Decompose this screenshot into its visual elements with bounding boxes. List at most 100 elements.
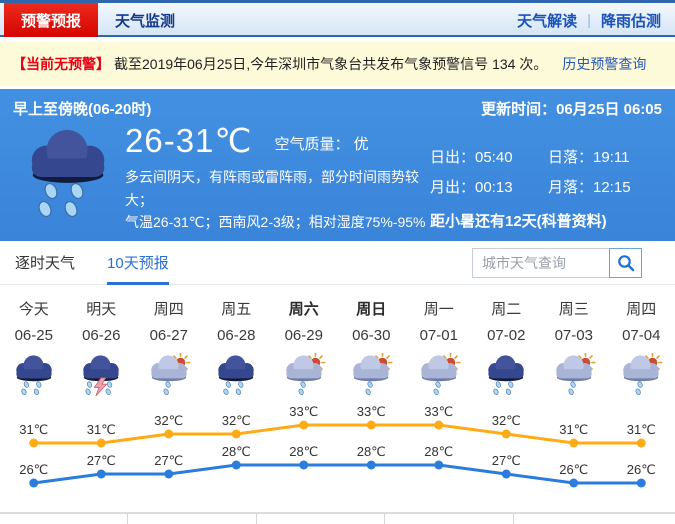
sunset-time: 日落：19:11 — [548, 146, 629, 167]
forecast-date: 07-01 — [405, 327, 473, 344]
svg-text:27℃: 27℃ — [87, 453, 116, 468]
alert-bar: 【当前无预警】 截至2019年06月25日,今年深圳市气象台共发布气象预警信号 … — [0, 42, 675, 86]
forecast-icon-box — [405, 353, 473, 403]
svg-text:31℃: 31℃ — [19, 422, 48, 437]
sun-rain-weather-icon — [281, 353, 327, 397]
svg-text:28℃: 28℃ — [424, 444, 453, 459]
forecast-weekday: 周一 — [405, 298, 473, 319]
forecast-icon-box — [68, 353, 136, 403]
forecast-day-column[interactable]: 今天 06-25 — [0, 298, 68, 403]
nav-tab-weather-monitor[interactable]: 天气监测 — [98, 3, 192, 37]
svg-text:33℃: 33℃ — [424, 404, 453, 419]
svg-text:32℃: 32℃ — [222, 413, 251, 428]
temperature-range: 26-31℃ — [125, 123, 252, 159]
sun-rain-weather-icon — [348, 353, 394, 397]
nav-links-divider: | — [587, 12, 591, 29]
forecast-date: 06-28 — [203, 327, 271, 344]
current-weather-panel: 早上至傍晚(06-20时) 更新时间：06月25日 06:05 26-31℃ 空… — [0, 89, 675, 241]
forecast-icon-box — [540, 353, 608, 403]
forecast-day-column[interactable]: 周三 07-03 — [540, 298, 608, 403]
forecast-weekday: 今天 — [0, 298, 68, 319]
forecast-date: 06-25 — [0, 327, 68, 344]
rain-weather-icon — [11, 353, 57, 397]
forecast-weekday: 周四 — [135, 298, 203, 319]
link-rain-estimate[interactable]: 降雨估测 — [601, 10, 661, 31]
nav-right-links: 天气解读 | 降雨估测 — [517, 3, 675, 37]
forecast-day-column[interactable]: 周二 07-02 — [473, 298, 541, 403]
forecast-date: 06-26 — [68, 327, 136, 344]
alert-text: 截至2019年06月25日,今年深圳市气象台共发布气象预警信号 134 次。 — [114, 54, 547, 74]
next-table-top-edge — [0, 512, 675, 522]
forecast-day-column[interactable]: 周六 06-29 — [270, 298, 338, 403]
solar-term-countdown[interactable]: 距小暑还有12天(科普资料) — [430, 210, 662, 231]
forecast-weekday: 明天 — [68, 298, 136, 319]
temperature-trend-chart: 31℃ 31℃ 32℃ 32℃ 33℃ 33℃ 33℃ 32℃ 31℃ 31℃ 26℃ 27℃ 27℃ 2… — [0, 403, 675, 495]
svg-text:33℃: 33℃ — [357, 404, 386, 419]
rain-weather-icon — [213, 353, 259, 397]
search-button[interactable] — [609, 248, 642, 278]
ten-day-forecast: 今天 06-25 明天 06-26 周四 06-27 周五 06-28 周六 0… — [0, 285, 675, 500]
svg-text:31℃: 31℃ — [627, 422, 656, 437]
forecast-icon-box — [135, 353, 203, 403]
air-quality: 空气质量： 优 — [274, 133, 368, 159]
forecast-day-column[interactable]: 明天 06-26 — [68, 298, 136, 403]
table-column-divider — [384, 514, 385, 524]
city-search-input[interactable] — [472, 248, 610, 278]
forecast-day-column[interactable]: 周四 07-04 — [608, 298, 675, 403]
svg-text:33℃: 33℃ — [289, 404, 318, 419]
svg-text:32℃: 32℃ — [154, 413, 183, 428]
panel-header: 早上至傍晚(06-20时) 更新时间：06月25日 06:05 — [13, 98, 662, 119]
tab-10day-forecast[interactable]: 10天预报 — [107, 241, 169, 285]
svg-text:28℃: 28℃ — [222, 444, 251, 459]
forecast-weekday: 周日 — [338, 298, 406, 319]
rain-weather-icon — [483, 353, 529, 397]
forecast-weekday: 周二 — [473, 298, 541, 319]
svg-text:31℃: 31℃ — [559, 422, 588, 437]
alert-status-badge: 【当前无预警】 — [12, 54, 110, 74]
thunder-rain-weather-icon — [78, 353, 124, 397]
tab-hourly-weather[interactable]: 逐时天气 — [15, 241, 75, 285]
panel-middle: 26-31℃ 空气质量： 优 多云间阴天，有阵雨或雷阵雨，部分时间雨势较大； 气… — [125, 121, 430, 233]
moonrise-time: 月出：00:13 — [430, 176, 548, 197]
sun-rain-weather-icon — [618, 353, 664, 397]
weather-description-line1: 多云间阴天，有阵雨或雷阵雨，部分时间雨势较大； — [125, 166, 430, 211]
forecast-date: 06-27 — [135, 327, 203, 344]
top-navbar: 预警预报 天气监测 天气解读 | 降雨估测 — [0, 0, 675, 37]
forecast-icon-box — [270, 353, 338, 403]
svg-text:28℃: 28℃ — [357, 444, 386, 459]
update-time: 更新时间：06月25日 06:05 — [481, 98, 662, 119]
svg-text:26℃: 26℃ — [627, 462, 656, 477]
table-column-divider — [513, 514, 514, 524]
forecast-weekday: 周三 — [540, 298, 608, 319]
weather-description: 多云间阴天，有阵雨或雷阵雨，部分时间雨势较大； 气温26-31℃；西南风2-3级… — [125, 166, 430, 233]
svg-text:27℃: 27℃ — [154, 453, 183, 468]
forecast-weekday: 周四 — [608, 298, 675, 319]
forecast-period: 早上至傍晚(06-20时) — [13, 98, 151, 119]
forecast-day-column[interactable]: 周五 06-28 — [203, 298, 271, 403]
forecast-day-column[interactable]: 周四 06-27 — [135, 298, 203, 403]
forecast-icon-box — [338, 353, 406, 403]
link-weather-interpretation[interactable]: 天气解读 — [517, 10, 577, 31]
forecast-icon-box — [608, 353, 675, 403]
search-icon — [617, 254, 635, 272]
svg-text:32℃: 32℃ — [492, 413, 521, 428]
forecast-date: 06-29 — [270, 327, 338, 344]
forecast-date: 06-30 — [338, 327, 406, 344]
current-weather-icon — [13, 121, 125, 233]
sun-rain-weather-icon — [146, 353, 192, 397]
moonset-time: 月落：12:15 — [548, 176, 631, 197]
forecast-weekday: 周五 — [203, 298, 271, 319]
svg-text:26℃: 26℃ — [559, 462, 588, 477]
forecast-day-column[interactable]: 周日 06-30 — [338, 298, 406, 403]
forecast-days-grid: 今天 06-25 明天 06-26 周四 06-27 周五 06-28 周六 0… — [0, 298, 675, 403]
svg-text:26℃: 26℃ — [19, 462, 48, 477]
svg-text:31℃: 31℃ — [87, 422, 116, 437]
weather-description-line2: 气温26-31℃；西南风2-3级；相对湿度75%-95% — [125, 211, 430, 233]
forecast-weekday: 周六 — [270, 298, 338, 319]
history-warning-link[interactable]: 历史预警查询 — [562, 54, 646, 74]
sun-rain-weather-icon — [551, 353, 597, 397]
city-search-box — [472, 248, 642, 278]
panel-right: 日出：05:40 日落：19:11 月出：00:13 月落：12:15 距小暑还… — [430, 121, 662, 233]
forecast-day-column[interactable]: 周一 07-01 — [405, 298, 473, 403]
nav-tab-warning-forecast[interactable]: 预警预报 — [4, 3, 98, 37]
